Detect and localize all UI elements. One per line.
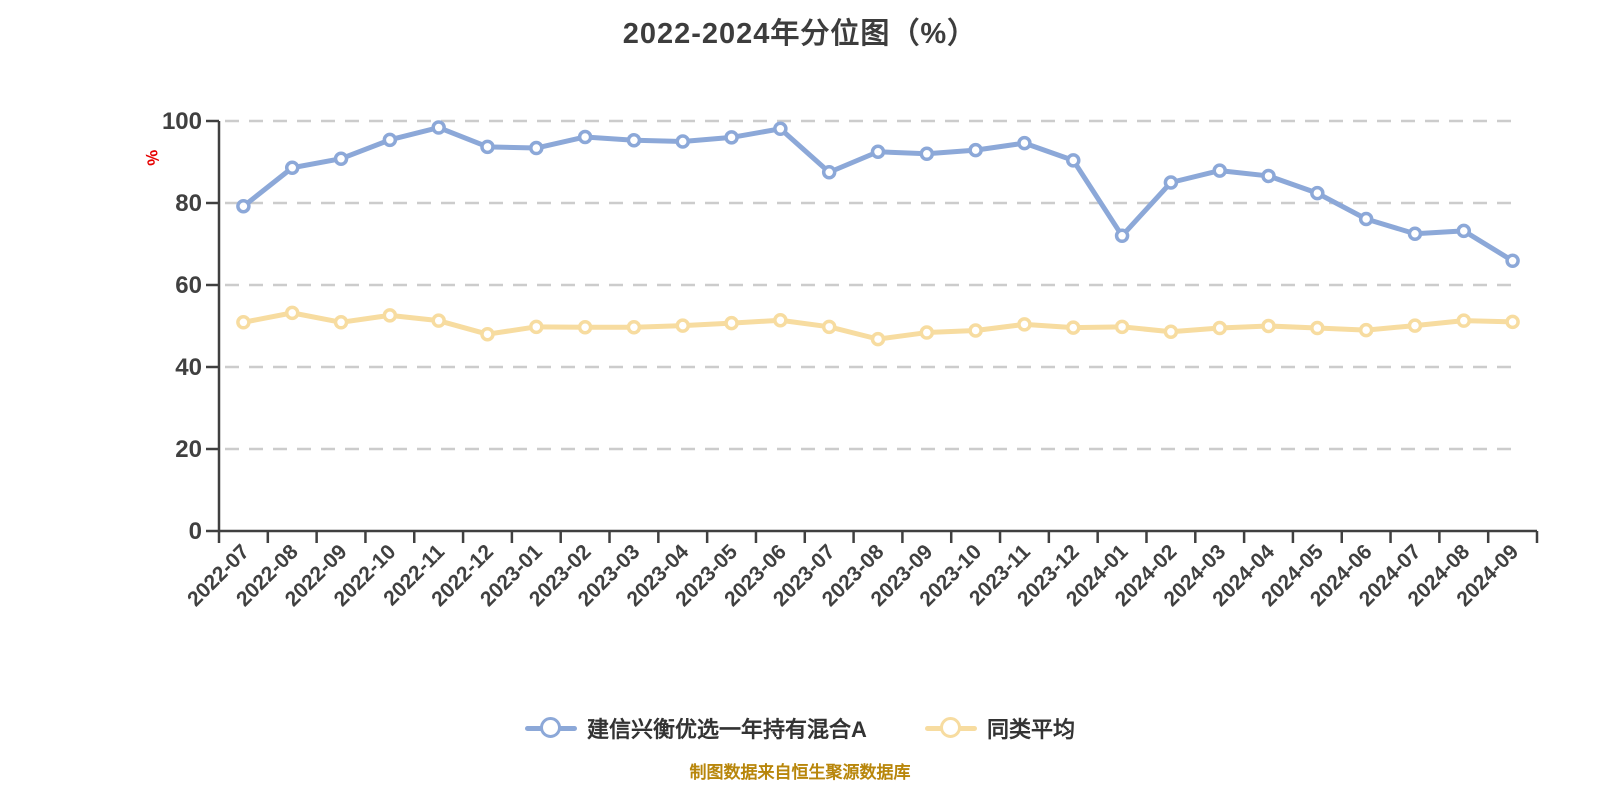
data-point — [1310, 185, 1325, 201]
data-point — [1407, 318, 1423, 333]
data-point — [529, 319, 544, 335]
y-tick-label: 60 — [175, 272, 202, 299]
data-point — [773, 313, 788, 328]
data-point — [1310, 320, 1325, 336]
data-point — [529, 140, 544, 156]
y-tick-label: 0 — [189, 518, 202, 545]
data-point — [919, 146, 935, 162]
data-point — [968, 142, 983, 158]
data-point — [870, 331, 886, 347]
series-0 — [236, 120, 1520, 269]
legend-item-average[interactable]: 同类平均 — [924, 712, 1075, 744]
data-point — [675, 134, 690, 149]
data-point — [1114, 228, 1130, 244]
data-point — [1212, 320, 1227, 336]
data-point — [1163, 324, 1179, 339]
y-tick-label: 100 — [162, 108, 202, 135]
data-point — [626, 133, 642, 148]
y-axis-labels: 0 20 40 60 80 100 — [162, 108, 219, 545]
data-point — [870, 144, 886, 159]
axes — [217, 121, 1537, 533]
data-point — [577, 319, 593, 335]
data-point — [236, 315, 251, 330]
data-point — [1407, 226, 1423, 241]
data-point — [773, 121, 788, 137]
average-series-marker-icon — [924, 716, 977, 740]
data-point — [1017, 135, 1032, 151]
chart-legend: 建信兴衡优选一年持有混合A 同类平均 — [0, 712, 1600, 744]
data-point — [1505, 314, 1520, 330]
data-point — [1066, 153, 1081, 168]
series-1 — [236, 305, 1520, 347]
x-axis-ticks — [217, 531, 1539, 543]
y-tick-label: 80 — [175, 190, 202, 217]
data-point — [1456, 313, 1472, 328]
data-source-note: 制图数据来自恒生聚源数据库 — [689, 763, 911, 782]
data-point — [1163, 175, 1179, 190]
y-tick-label: 20 — [175, 436, 202, 463]
chart-title: 2022-2024年分位图（%） — [622, 18, 978, 50]
data-point — [480, 326, 495, 342]
data-point — [431, 313, 446, 328]
data-point — [919, 325, 935, 340]
data-point — [236, 199, 251, 214]
legend-item-fund[interactable]: 建信兴衡优选一年持有混合A — [525, 712, 867, 744]
x-axis-labels: 2022-072022-082022-092022-102022-112022-… — [183, 540, 1523, 611]
data-point — [1358, 322, 1374, 338]
data-point — [382, 308, 398, 323]
data-point — [1358, 211, 1374, 227]
data-point — [333, 315, 349, 330]
legend-label-average: 同类平均 — [986, 717, 1075, 742]
data-point — [1505, 253, 1520, 269]
data-point — [284, 305, 300, 321]
data-point — [1017, 317, 1032, 332]
data-point — [1212, 163, 1227, 178]
data-point — [1456, 223, 1472, 239]
data-point — [1261, 168, 1276, 184]
data-point — [821, 165, 837, 180]
legend-label-fund: 建信兴衡优选一年持有混合A — [587, 717, 867, 742]
data-point — [431, 120, 446, 135]
data-point — [284, 160, 300, 175]
data-point — [1261, 318, 1276, 334]
data-point — [1114, 319, 1130, 335]
fund-series-marker-icon — [525, 716, 578, 740]
data-point — [333, 151, 349, 166]
data-point — [675, 318, 690, 333]
data-point — [724, 315, 739, 331]
data-point — [968, 323, 983, 338]
data-point — [821, 319, 837, 335]
data-point — [1066, 320, 1081, 335]
data-point — [626, 319, 642, 335]
y-gridlines — [225, 119, 1512, 451]
data-point — [480, 139, 495, 155]
y-tick-label: 40 — [175, 354, 202, 381]
data-point — [577, 129, 593, 145]
data-point — [724, 130, 739, 145]
data-point — [382, 132, 398, 148]
